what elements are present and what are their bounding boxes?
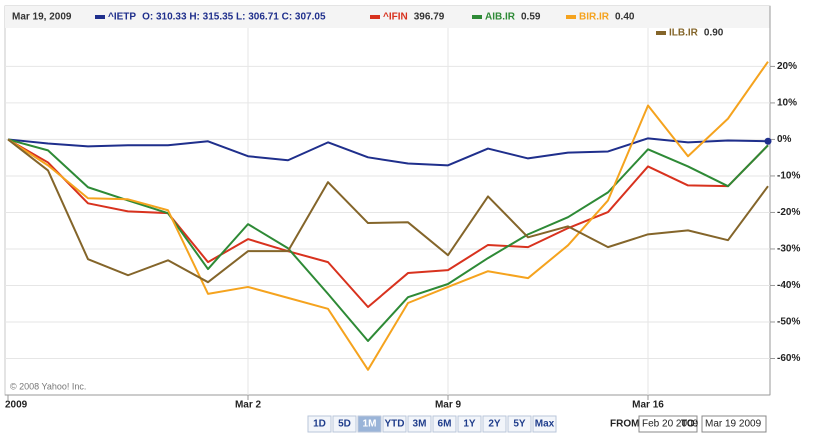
range-button[interactable] (307, 415, 332, 433)
range-button-label[interactable]: 5D (338, 419, 351, 430)
range-button-label[interactable]: 3M (413, 419, 427, 430)
range-button[interactable] (507, 415, 532, 433)
legend-quote: 0.40 (615, 12, 635, 23)
range-button-label[interactable]: 1D (313, 419, 326, 430)
legend-swatch[interactable] (472, 15, 482, 19)
legend-swatch[interactable] (656, 31, 666, 35)
from-label: FROM: (610, 419, 643, 430)
range-button[interactable] (357, 415, 382, 433)
copyright: © 2008 Yahoo! Inc. (10, 381, 86, 391)
from-value[interactable]: Feb 20 2009 (642, 419, 699, 430)
legend-name[interactable]: BIR.IR (579, 12, 610, 23)
legend-name[interactable]: ILB.IR (669, 28, 699, 39)
range-button-label[interactable]: YTD (385, 419, 405, 430)
series-line (7, 61, 769, 371)
range-button[interactable] (482, 415, 507, 433)
range-button-label[interactable]: Max (535, 419, 555, 430)
y-tick-label: 0% (777, 134, 792, 145)
range-button-label[interactable]: 1M (363, 419, 377, 430)
range-button-label[interactable]: 6M (438, 419, 452, 430)
y-tick-label: 20% (777, 61, 797, 72)
x-tick-label: Mar 9 (435, 400, 462, 411)
x-tick-label: 2009 (5, 400, 28, 411)
legend-name[interactable]: AIB.IR (485, 12, 516, 23)
series-line (7, 138, 769, 309)
range-button[interactable] (457, 415, 482, 433)
y-tick-label: 10% (777, 98, 797, 109)
range-button-label[interactable]: 1Y (463, 419, 476, 430)
end-marker (764, 137, 772, 145)
from-input[interactable] (638, 415, 698, 433)
to-input[interactable] (701, 415, 767, 433)
date-label: Mar 19, 2009 (12, 12, 72, 23)
y-tick-label: -30% (777, 244, 800, 255)
legend-name[interactable]: ^IFIN (383, 12, 408, 23)
legend-swatch[interactable] (566, 15, 576, 19)
y-tick-label: -20% (777, 207, 800, 218)
to-label: TO: (681, 419, 698, 430)
series-line (7, 138, 769, 284)
y-tick-label: -10% (777, 171, 800, 182)
range-button[interactable] (382, 415, 407, 433)
range-button-label[interactable]: 2Y (488, 419, 501, 430)
range-button[interactable] (532, 415, 557, 433)
y-tick-label: -50% (777, 317, 800, 328)
legend-bar (5, 6, 770, 28)
legend-quote: O: 310.33 H: 315.35 L: 306.71 C: 307.05 (142, 12, 326, 23)
range-button[interactable] (332, 415, 357, 433)
legend-swatch[interactable] (370, 15, 380, 19)
range-button-label[interactable]: 5Y (513, 419, 526, 430)
legend-quote: 0.90 (704, 28, 724, 39)
series-line (7, 137, 769, 167)
legend-quote: 0.59 (521, 12, 541, 23)
y-tick-label: -40% (777, 280, 800, 291)
series-line (7, 138, 769, 342)
x-tick-label: Mar 2 (235, 400, 262, 411)
y-tick-label: -60% (777, 353, 800, 364)
x-tick-label: Mar 16 (632, 400, 664, 411)
to-value[interactable]: Mar 19 2009 (705, 419, 762, 430)
range-button[interactable] (407, 415, 432, 433)
legend-quote: 396.79 (414, 12, 445, 23)
range-button[interactable] (432, 415, 457, 433)
legend-name[interactable]: ^IETP (108, 12, 136, 23)
legend-swatch[interactable] (95, 15, 105, 19)
